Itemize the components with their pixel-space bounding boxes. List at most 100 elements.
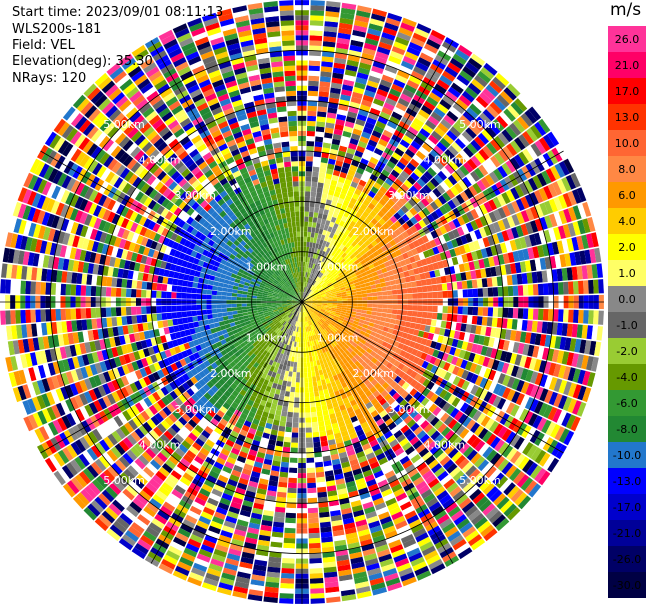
velocity-bin [452,53,467,66]
velocity-bin [363,278,370,284]
velocity-bin [303,342,306,348]
velocity-bin [514,262,522,274]
velocity-bin [303,367,308,373]
velocity-bin [303,352,307,358]
velocity-bin [318,249,324,256]
velocity-bin [378,84,390,93]
velocity-bin [321,379,327,386]
velocity-bin [324,16,339,23]
velocity-bin [421,47,436,59]
velocity-bin [355,15,370,23]
velocity-bin [346,305,353,309]
velocity-bin [482,307,489,317]
velocity-bin [464,188,474,199]
velocity-bin [344,229,351,236]
velocity-bin [346,190,354,198]
velocity-bin [514,184,525,198]
velocity-bin [340,140,349,148]
velocity-bin [381,74,394,84]
velocity-bin [313,288,318,293]
velocity-bin [332,72,344,80]
velocity-bin [368,112,379,121]
velocity-bin [320,291,326,295]
velocity-bin [388,323,395,329]
velocity-bin [425,138,436,149]
velocity-bin [418,146,430,157]
velocity-bin [354,81,366,90]
velocity-bin [355,118,366,127]
velocity-bin [378,198,387,207]
velocity-bin [402,294,408,300]
velocity-bin [327,299,333,302]
velocity-bin [342,239,348,246]
velocity-bin [473,260,481,270]
velocity-bin [305,176,312,182]
velocity-bin [568,309,574,323]
velocity-bin [385,17,401,27]
velocity-bin [471,315,478,325]
velocity-bin [342,246,348,253]
velocity-bin [385,265,393,272]
velocity-bin [323,388,329,395]
velocity-bin [447,145,459,157]
velocity-bin [577,203,587,219]
velocity-bin [392,294,398,300]
velocity-bin [320,267,325,273]
velocity-bin [396,31,412,42]
velocity-bin [474,206,484,217]
velocity-bin [362,303,368,307]
velocity-bin [332,233,338,240]
velocity-bin [311,295,316,299]
velocity-bin [351,265,358,271]
velocity-bin [309,45,322,52]
velocity-bin [370,267,377,273]
velocity-bin [302,271,305,277]
velocity-bin [284,532,296,539]
velocity-bin [308,386,314,393]
velocity-bin [409,275,416,282]
velocity-bin [332,258,338,264]
velocity-bin [310,0,325,6]
velocity-bin [468,261,476,271]
velocity-bin [364,239,371,247]
velocity-bin [421,285,428,293]
velocity-bin [420,197,430,207]
velocity-bin [578,310,584,324]
velocity-bin [289,391,295,398]
velocity-bin [387,295,393,300]
velocity-bin [384,65,398,74]
velocity-bin [333,223,339,230]
velocity-bin [415,280,422,287]
velocity-bin [375,316,382,321]
velocity-bin [407,293,413,299]
velocity-bin [306,267,309,273]
velocity-bin [401,214,410,223]
velocity-bin [387,270,394,276]
velocity-bin [432,246,440,255]
velocity-bin [454,182,464,194]
velocity-bin [481,129,493,142]
velocity-bin [447,199,457,210]
velocity-bin [310,406,317,413]
velocity-bin [306,452,314,458]
velocity-bin [430,111,443,122]
velocity-bin [431,87,444,99]
velocity-bin [541,170,552,185]
velocity-bin [436,184,446,195]
velocity-bin [467,306,474,315]
velocity-bin [418,219,427,228]
velocity-bin [397,267,404,274]
velocity-bin [309,40,322,46]
velocity-bin [330,256,336,262]
velocity-bin [402,192,412,202]
velocity-bin [351,234,358,241]
velocity-bin [418,109,430,120]
velocity-bin [303,292,306,298]
velocity-bin [287,411,293,418]
velocity-bin [308,376,313,383]
velocity-bin [413,168,423,178]
velocity-bin [454,138,466,150]
velocity-bin [343,125,353,133]
velocity-bin [335,254,342,260]
velocity-bin [294,397,300,403]
